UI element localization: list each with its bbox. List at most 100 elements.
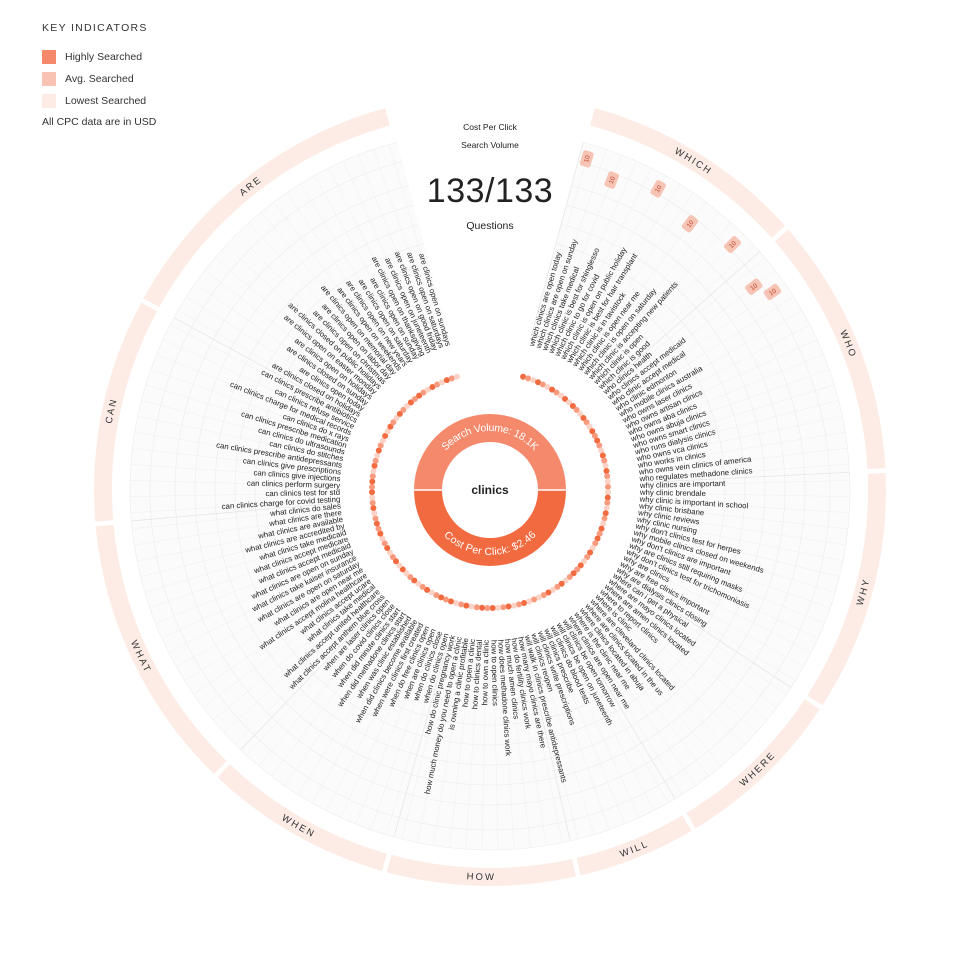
question-guide [162,339,350,426]
question-count-label: Questions [466,220,514,232]
question-guide [286,192,403,363]
legend-swatch-low [42,94,56,108]
question-dot [369,494,376,501]
question-guide [624,310,803,413]
volume-badge-value: 10 [608,175,617,185]
question-dot [521,599,528,606]
question-dot [443,377,450,384]
question-dot [375,525,382,532]
question-dot [586,423,593,430]
question-guide [635,369,830,439]
question-dot [566,573,573,580]
volume-badge-bg [579,150,594,168]
question-guide [130,464,336,480]
question-dot [411,577,418,584]
group-ring-why [807,472,886,706]
question-guide [644,464,850,480]
grid-ring-4 [174,185,806,806]
question-label: can clinics test for std [265,488,340,498]
question-dot [601,457,608,464]
question-guide [355,633,433,825]
question-dot [589,428,596,435]
group-divider-6 [393,642,449,838]
question-guide [636,540,831,609]
question-guide [161,553,349,639]
question-dot [535,379,542,386]
question-dot [415,580,422,587]
question-dot [494,604,501,611]
question-guide [137,520,339,562]
question-dot [381,540,388,547]
question-dot [377,442,384,449]
question-dot [594,535,601,542]
question-dot [379,437,386,444]
group-ring-will [576,815,692,876]
volume-ring-label: Search Volume [461,140,519,150]
question-guide [168,559,352,653]
question-dot [515,601,522,608]
group-label-text: HOW [466,871,494,883]
question-guide [527,640,579,840]
question-dot [407,573,414,580]
center-keyword: clinics [471,483,509,497]
question-guide [638,533,836,593]
question-dot [587,549,594,556]
question-dot [468,603,475,610]
question-dot [393,414,400,421]
question-dot [447,598,454,605]
question-dot [525,375,532,382]
legend-swatch-high [42,50,56,64]
question-dot [530,377,537,384]
volume-badge-value: 10 [654,184,664,194]
question-guide [547,633,625,825]
cpc-ring-label: Cost Per Click [463,122,517,132]
question-dot [531,596,538,603]
question-guide [642,431,846,466]
group-divider-1 [608,251,760,386]
question-guide [134,513,337,546]
question-guide [248,222,387,376]
question-dot [407,399,414,406]
question-guide [500,644,515,850]
question-guide [137,415,339,459]
question-dot [429,383,436,390]
question-dot [372,515,379,522]
question-guide [246,604,386,756]
question-guide [572,620,683,795]
group-ring-can [94,302,158,522]
volume-badge-bg [763,283,782,301]
question-guide [638,384,835,445]
question-dot [553,389,560,396]
question-guide [541,636,610,830]
question-label: how to own a clinic [480,640,490,706]
question-guide [433,643,466,846]
question-guide [145,384,342,445]
question-dot [389,553,396,560]
volume-badge-bg [681,215,699,233]
volume-badge: 10 [723,236,741,254]
question-guide [300,183,409,359]
question-dot [505,603,512,610]
question-guide [571,183,680,359]
question-guide [236,233,382,380]
group-divider-4 [570,625,676,799]
grid-ring-2 [214,224,766,766]
volume-badge-value: 10 [583,154,592,163]
question-guide [202,583,367,708]
question-dot [438,379,445,386]
volume-half [414,414,566,490]
question-dot [370,505,377,512]
question-guide [258,608,391,767]
group-ring-who [774,229,886,470]
question-dot [404,403,411,410]
question-guide [156,354,347,432]
question-dot [369,489,376,496]
question-dot [539,381,546,388]
question-guide [554,630,640,818]
group-divider-3 [621,576,792,688]
question-guide [493,644,499,850]
question-dot [526,598,533,605]
question-dot [592,540,599,547]
question-guide [627,324,811,420]
question-guide [370,636,439,830]
